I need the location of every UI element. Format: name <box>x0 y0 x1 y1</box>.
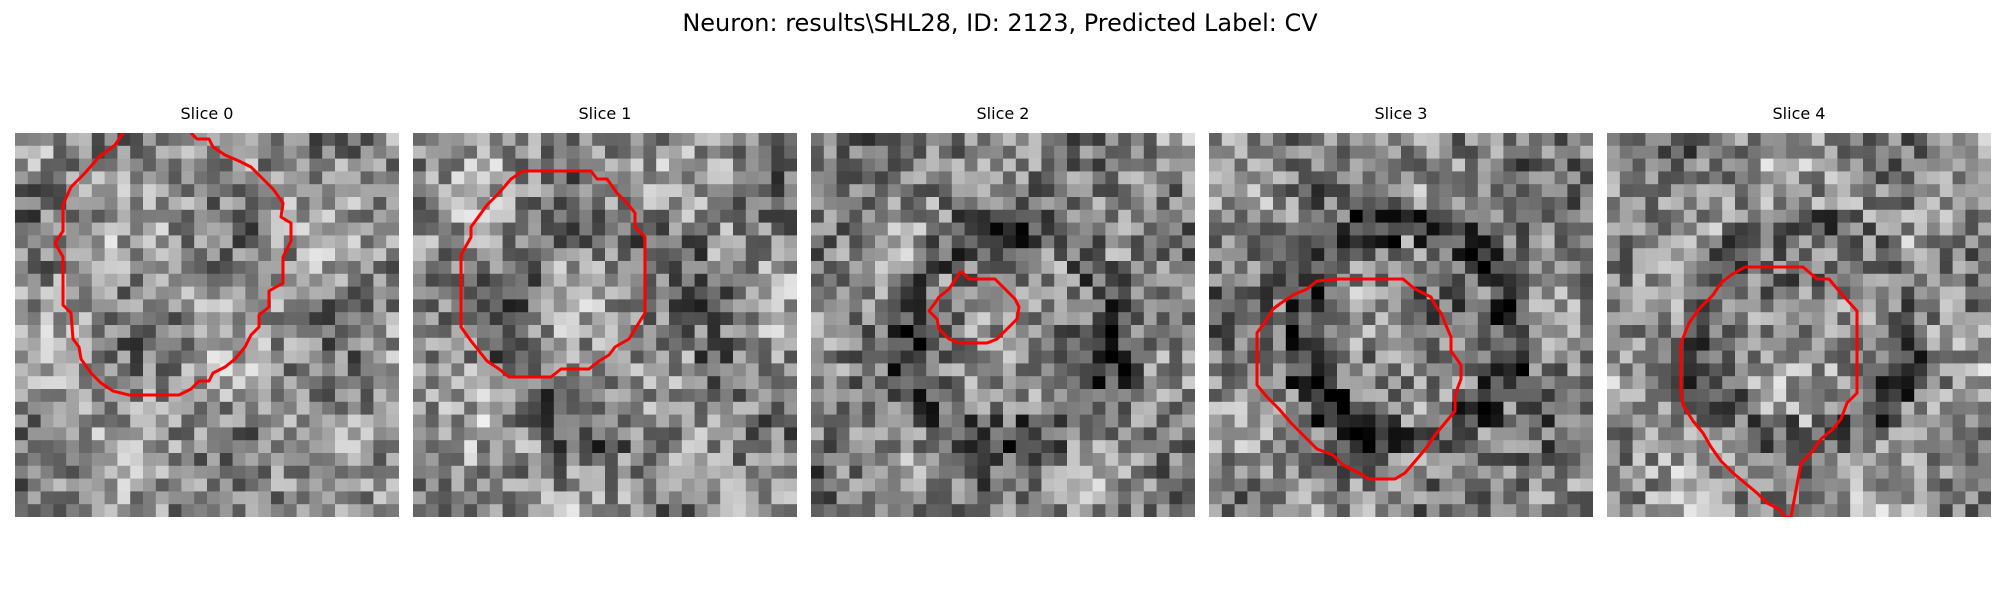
slice-image <box>811 133 1195 517</box>
slice-title: Slice 0 <box>180 104 234 123</box>
slice-pixel-grid <box>811 133 1195 517</box>
contour-outline <box>927 269 1021 345</box>
contour-outline <box>1255 277 1463 481</box>
slice-image <box>1209 133 1593 517</box>
slice-title: Slice 3 <box>1374 104 1428 123</box>
contour-outline <box>1679 265 1859 517</box>
slice-pixel-grid <box>1607 133 1991 517</box>
slice-image <box>1607 133 1991 517</box>
contour-outline <box>459 169 647 379</box>
slice-title: Slice 1 <box>578 104 632 123</box>
slice-image <box>413 133 797 517</box>
slice-title: Slice 2 <box>976 104 1030 123</box>
slice-title: Slice 4 <box>1772 104 1826 123</box>
slice-image <box>15 133 399 517</box>
slice-pixel-grid <box>413 133 797 517</box>
contour-outline <box>53 133 293 397</box>
figure-title: Neuron: results\SHL28, ID: 2123, Predict… <box>682 9 1318 37</box>
slice-pixel-grid <box>15 133 399 517</box>
slice-pixel-grid <box>1209 133 1593 517</box>
